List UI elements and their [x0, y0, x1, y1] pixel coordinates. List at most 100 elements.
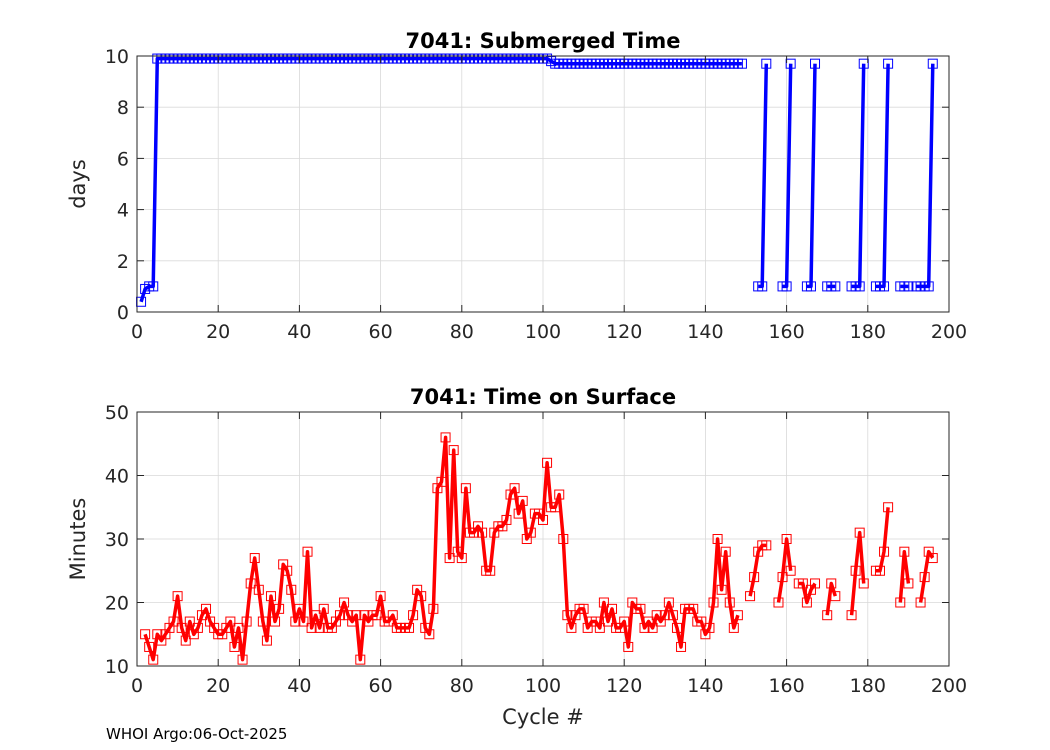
surface-data-point	[704, 622, 715, 633]
surface-data-point	[781, 534, 792, 544]
surface-data-point	[335, 610, 345, 621]
surface-data-point	[724, 597, 735, 608]
submerged-x-tick-label: 120	[606, 321, 642, 343]
surface-data-point	[261, 635, 272, 646]
surface-data-point	[201, 603, 212, 614]
surface-data-point	[635, 603, 646, 614]
surface-data-point	[830, 591, 841, 602]
surface-data-point	[777, 572, 788, 583]
surface-data-point	[245, 578, 256, 589]
surface-series-line	[776, 537, 793, 603]
surface-series-line	[898, 549, 911, 603]
submerged-y-tick-label: 2	[117, 251, 129, 273]
surface-data-point	[286, 584, 297, 595]
surface-data-point	[253, 584, 264, 595]
surface-x-tick-label: 100	[525, 675, 561, 697]
surface-y-tick-label: 30	[105, 529, 129, 551]
submerged-data-point	[761, 58, 772, 69]
surface-x-tick-label: 200	[931, 675, 967, 697]
surface-data-point	[144, 641, 155, 652]
submerged-data-point	[810, 58, 821, 69]
surface-x-tick-label: 20	[206, 675, 230, 697]
surface-data-point	[858, 578, 869, 589]
surface-data-point	[274, 603, 285, 614]
surface-data-point	[671, 622, 682, 633]
surface-data-point	[854, 527, 865, 538]
surface-data-point	[797, 578, 808, 589]
surface-data-point	[826, 578, 837, 589]
surface-data-point	[513, 508, 524, 519]
submerged-x-tick-label: 20	[206, 321, 230, 343]
surface-y-tick-label: 50	[105, 402, 129, 424]
surface-y-tick-label: 20	[105, 593, 129, 615]
surface-data-point	[416, 591, 427, 602]
submerged-x-tick-label: 140	[687, 321, 723, 343]
surface-data-point	[168, 616, 179, 627]
surface-data-point	[667, 610, 678, 621]
surface-data-point	[874, 565, 885, 576]
surface-data-point	[688, 603, 699, 614]
surface-data-point	[318, 603, 329, 614]
submerged-data-point	[923, 281, 934, 292]
surface-data-point	[460, 483, 471, 494]
surface-data-point	[850, 565, 861, 576]
surface-data-point	[444, 553, 455, 564]
surface-data-point	[712, 534, 723, 544]
submerged-data-point	[805, 281, 816, 292]
surface-data-point	[598, 597, 609, 608]
surface-series-line	[748, 543, 767, 597]
surface-data-point	[509, 483, 520, 494]
surface-data-point	[623, 641, 634, 652]
surface-data-point	[265, 591, 276, 602]
surface-data-point	[229, 641, 240, 652]
surface-data-point	[436, 476, 447, 487]
surface-data-point	[237, 654, 248, 665]
surface-data-point	[879, 546, 890, 557]
submerged-series-line	[875, 63, 890, 289]
surface-data-point	[192, 622, 203, 633]
surface-series-line	[143, 435, 740, 662]
surface-data-point	[148, 654, 159, 665]
surface-data-point	[448, 445, 459, 456]
submerged-data-point	[854, 281, 865, 292]
surface-data-point	[290, 616, 301, 627]
surface-data-point	[619, 616, 630, 627]
surface-data-point	[899, 546, 910, 557]
surface-data-point	[773, 597, 784, 608]
submerged-data-point	[736, 58, 747, 69]
submerged-y-tick-label: 6	[117, 148, 129, 170]
surface-data-point	[282, 565, 293, 576]
surface-data-point	[351, 610, 362, 621]
surface-x-tick-label: 180	[850, 675, 886, 697]
submerged-y-tick-label: 8	[117, 97, 129, 119]
surface-data-point	[180, 635, 191, 646]
surface-time-panel: 0 20 40 60 80 100 120 140 160 180 200 10 20 30 40 50 70…	[66, 385, 967, 729]
submerged-data-point	[148, 281, 159, 292]
surface-x-tick-label: 140	[687, 675, 723, 697]
submerged-series-line	[806, 63, 817, 289]
surface-data-point	[822, 610, 833, 621]
surface-data-point	[919, 572, 930, 583]
surface-data-point	[745, 591, 756, 602]
surface-data-point	[310, 610, 321, 621]
surface-series-line	[875, 507, 890, 573]
surface-data-point	[387, 610, 398, 621]
surface-data-point	[594, 622, 605, 633]
surface-data-point	[728, 622, 739, 633]
surface-data-point	[371, 610, 382, 621]
surface-data-point	[501, 514, 512, 525]
surface-x-tick-label: 120	[606, 675, 642, 697]
submerged-series-line	[758, 63, 769, 289]
surface-data-point	[562, 610, 573, 621]
surface-data-point	[810, 578, 821, 589]
submerged-data-point	[858, 58, 869, 69]
surface-data-point	[846, 610, 857, 621]
surface-data-point	[720, 546, 731, 557]
submerged-x-tick-label: 160	[768, 321, 804, 343]
surface-data-point	[440, 432, 451, 443]
submerged-y-tick-label: 10	[105, 46, 129, 68]
surface-data-point	[663, 597, 674, 608]
surface-data-point	[538, 514, 548, 525]
footer-credit: WHOI Argo:06-Oct-2025	[106, 725, 288, 743]
submerged-series-line	[139, 56, 742, 303]
